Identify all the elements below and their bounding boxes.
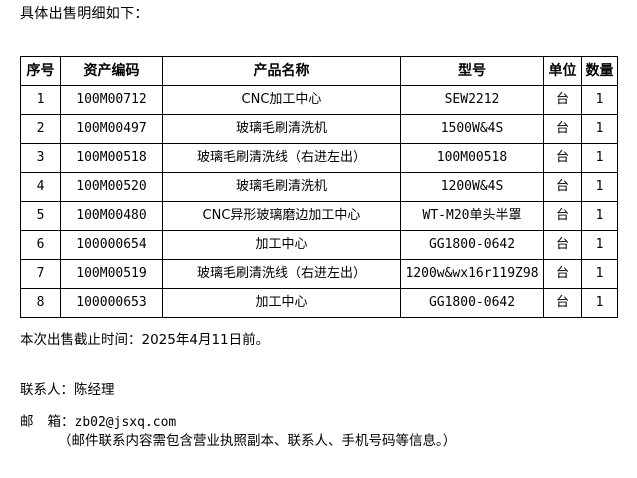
column-header-name: 产品名称 [162, 56, 401, 86]
cell-qty: 1 [581, 114, 618, 144]
cell-name: CNC加工中心 [162, 85, 401, 115]
email-label-suffix: 箱： [47, 414, 75, 430]
cell-name: 玻璃毛刷清洗机 [162, 114, 401, 144]
cell-unit: 台 [543, 114, 582, 144]
cell-model: 100M00518 [400, 143, 544, 173]
table-row: 1 100M00712 CNC加工中心 SEW2212 台 1 [20, 85, 618, 115]
cell-model: 1500W&4S [400, 114, 544, 144]
column-header-model: 型号 [400, 56, 544, 86]
intro-text: 具体出售明细如下： [20, 6, 149, 22]
contact-name: 陈经理 [74, 382, 115, 398]
cell-unit: 台 [543, 172, 582, 202]
cell-code: 100M00712 [60, 85, 163, 115]
cell-unit: 台 [543, 259, 582, 289]
cell-seq: 7 [20, 259, 61, 289]
cell-qty: 1 [581, 230, 618, 260]
email-address: zb02@jsxq.com [74, 415, 177, 430]
cell-qty: 1 [581, 85, 618, 115]
cell-name: 玻璃毛刷清洗线（右进左出） [162, 143, 401, 173]
cell-unit: 台 [543, 288, 582, 318]
cell-seq: 3 [20, 143, 61, 173]
column-header-unit: 单位 [543, 56, 582, 86]
cell-seq: 2 [20, 114, 61, 144]
cell-seq: 6 [20, 230, 61, 260]
cell-code: 100M00519 [60, 259, 163, 289]
cell-name: CNC异形玻璃磨边加工中心 [162, 201, 401, 231]
cell-qty: 1 [581, 259, 618, 289]
cell-model: WT-M20单头半罩 [400, 201, 544, 231]
deadline-text: 本次出售截止时间：2025年4月11日前。 [20, 332, 270, 348]
column-header-code: 资产编码 [60, 56, 163, 86]
table-row: 4 100M00520 玻璃毛刷清洗机 1200W&4S 台 1 [20, 172, 618, 202]
column-header-seq: 序号 [20, 56, 61, 86]
table-header-row: 序号 资产编码 产品名称 型号 单位 数量 [20, 56, 618, 86]
table-row: 7 100M00519 玻璃毛刷清洗线（右进左出） 1200w&wx16r119Z98… [20, 259, 618, 289]
cell-qty: 1 [581, 288, 618, 318]
cell-model: SEW2212 [400, 85, 544, 115]
column-header-qty: 数量 [581, 56, 618, 86]
cell-unit: 台 [543, 230, 582, 260]
cell-unit: 台 [543, 143, 582, 173]
table-row: 5 100M00480 CNC异形玻璃磨边加工中心 WT-M20单头半罩台 1 [20, 201, 618, 231]
cell-model: 1200w&wx16r119Z98 [400, 259, 544, 289]
cell-name: 加工中心 [162, 288, 401, 318]
cell-name: 玻璃毛刷清洗机 [162, 172, 401, 202]
cell-code: 100M00520 [60, 172, 163, 202]
email-label-prefix: 邮 [20, 414, 34, 430]
cell-qty: 1 [581, 172, 618, 202]
cell-qty: 1 [581, 143, 618, 173]
table-row: 6 100000654 加工中心 GG1800-0642 台 1 [20, 230, 618, 260]
table-row: 3 100M00518 玻璃毛刷清洗线（右进左出） 100M00518 台 1 [20, 143, 618, 173]
cell-seq: 1 [20, 85, 61, 115]
table-row: 8 100000653 加工中心 GG1800-0642 台 1 [20, 288, 618, 318]
cell-code: 100M00497 [60, 114, 163, 144]
cell-code: 100000654 [60, 230, 163, 260]
asset-sale-table: 序号 资产编码 产品名称 型号 单位 数量 1 100M00712 CNC加工中心 S… [20, 56, 618, 318]
cell-seq: 5 [20, 201, 61, 231]
cell-unit: 台 [543, 85, 582, 115]
cell-model: 1200W&4S [400, 172, 544, 202]
cell-code: 100M00518 [60, 143, 163, 173]
cell-seq: 8 [20, 288, 61, 318]
cell-unit: 台 [543, 201, 582, 231]
cell-name: 加工中心 [162, 230, 401, 260]
email-note-text: （邮件联系内容需包含营业执照副本、联系人、手机号码等信息。） [58, 433, 457, 449]
contact-line: 联系人：陈经理 [20, 380, 115, 400]
cell-seq: 4 [20, 172, 61, 202]
cell-model: GG1800-0642 [400, 230, 544, 260]
email-line: 邮箱：zb02@jsxq.com [20, 412, 176, 433]
cell-model: GG1800-0642 [400, 288, 544, 318]
cell-code: 100000653 [60, 288, 163, 318]
cell-qty: 1 [581, 201, 618, 231]
cell-name: 玻璃毛刷清洗线（右进左出） [162, 259, 401, 289]
cell-code: 100M00480 [60, 201, 163, 231]
contact-label: 联系人： [20, 382, 74, 398]
table-row: 2 100M00497 玻璃毛刷清洗机 1500W&4S 台 1 [20, 114, 618, 144]
